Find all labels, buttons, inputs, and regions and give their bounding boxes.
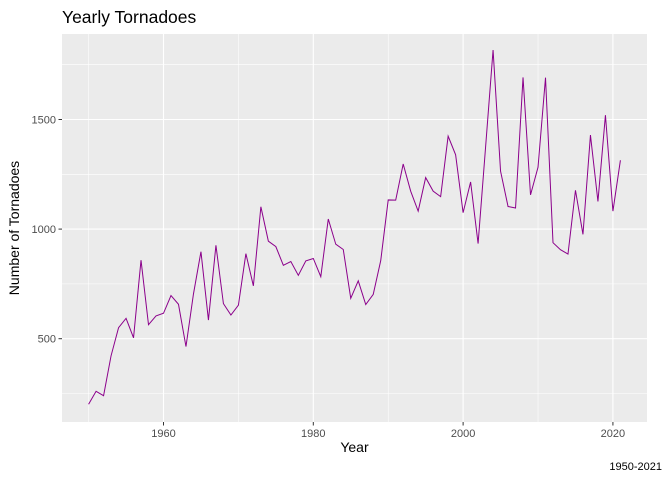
- x-tick-label: 2020: [601, 428, 625, 440]
- panel-background: [62, 34, 647, 422]
- y-axis-ticks: 500 1000 1500: [32, 114, 62, 346]
- x-tick-label: 1960: [151, 428, 175, 440]
- major-gridlines: [62, 34, 647, 422]
- caption: 1950-2021: [609, 461, 662, 473]
- y-tick-label: 500: [38, 334, 56, 346]
- minor-gridlines: [62, 34, 647, 422]
- x-tick-label: 2000: [451, 428, 475, 440]
- x-tick-label: 1980: [301, 428, 325, 440]
- y-tick-label: 1500: [32, 114, 56, 126]
- x-axis-ticks: 1960 1980 2000 2020: [151, 422, 625, 440]
- y-axis-title: Number of Tornadoes: [6, 161, 22, 295]
- x-axis-title: Year: [340, 439, 369, 455]
- series-line-tornadoes: [88, 49, 621, 405]
- y-tick-label: 1000: [32, 224, 56, 236]
- chart-title: Yearly Tornadoes: [62, 7, 197, 27]
